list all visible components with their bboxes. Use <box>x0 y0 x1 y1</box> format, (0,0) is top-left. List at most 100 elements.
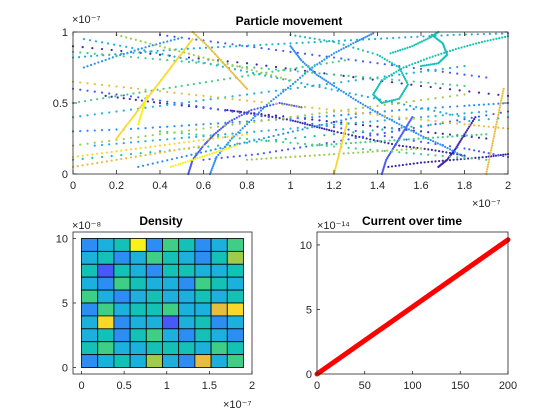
particle-point <box>337 88 340 91</box>
particle-point <box>371 150 374 153</box>
particle-point <box>383 63 386 66</box>
particle-point <box>184 161 187 164</box>
particle-point <box>311 113 314 116</box>
particle-point <box>225 65 228 68</box>
particle-point <box>291 48 295 51</box>
particle-point <box>76 165 79 168</box>
particle-point <box>219 147 222 150</box>
particle-point <box>452 158 455 161</box>
particle-point <box>277 133 280 136</box>
particle-point <box>97 61 100 64</box>
particle-point <box>400 126 403 129</box>
density-cell <box>210 276 228 291</box>
particle-point <box>371 109 374 112</box>
particle-point <box>352 42 355 45</box>
particle-point <box>180 124 183 127</box>
particle-point <box>289 79 292 82</box>
particle-point <box>406 83 410 86</box>
particle-point <box>369 120 372 123</box>
particle-point <box>372 97 375 100</box>
particle-point <box>405 145 408 148</box>
particle-point <box>299 35 302 38</box>
particle-point <box>470 116 473 119</box>
particle-point <box>325 111 328 114</box>
particle-point <box>162 49 165 52</box>
density-x-exponent: ×10⁻⁷ <box>223 399 251 411</box>
density-cell <box>145 354 163 368</box>
particle-point <box>209 62 212 65</box>
particle-point <box>280 149 284 152</box>
particle-point <box>499 101 502 105</box>
particle-point <box>419 59 423 62</box>
density-cell <box>178 315 196 330</box>
particle-point <box>394 98 397 101</box>
particle-point <box>141 164 145 167</box>
density-cell <box>97 315 115 330</box>
particle-point <box>501 36 504 39</box>
particle-point <box>463 156 466 160</box>
particle-point <box>405 65 408 68</box>
particle-point <box>286 131 290 134</box>
particle-point <box>445 112 448 115</box>
particle-point <box>236 110 239 113</box>
particle-point <box>429 138 432 142</box>
x-tick-label: 0.2 <box>109 180 124 192</box>
density-cell <box>113 341 131 356</box>
particle-point <box>129 141 133 144</box>
particle-point <box>191 158 194 161</box>
particle-point <box>241 44 244 47</box>
particle-point <box>120 149 123 152</box>
particle-point <box>334 165 338 168</box>
density-cell <box>81 354 99 368</box>
particle-point <box>226 156 229 159</box>
particle-point <box>227 146 230 150</box>
x-tick-label: 0.5 <box>116 380 131 392</box>
particle-point <box>158 126 162 129</box>
particle-point <box>286 148 290 151</box>
particle-point <box>347 128 350 131</box>
particle-point <box>168 150 171 153</box>
density-cell <box>178 302 196 317</box>
particle-point <box>257 111 261 114</box>
particle-point <box>470 157 473 160</box>
particle-point <box>402 75 406 79</box>
density-cell <box>194 328 212 343</box>
particle-point <box>238 120 241 124</box>
particle-point <box>195 94 198 97</box>
particle-point <box>438 150 441 153</box>
particle-point <box>303 52 307 55</box>
particle-point <box>296 117 299 120</box>
particle-point <box>177 163 180 166</box>
particle-point <box>483 40 486 43</box>
particle-point <box>209 149 212 152</box>
particle-point <box>460 46 463 49</box>
particle-point <box>100 143 104 147</box>
particle-point <box>395 70 398 73</box>
particle-point <box>411 45 414 48</box>
particle-point <box>388 60 391 63</box>
particle-point <box>405 100 408 104</box>
particle-point <box>201 155 204 158</box>
particle-point <box>384 100 387 104</box>
particle-point <box>388 74 391 78</box>
particle-point <box>296 105 299 108</box>
particle-point <box>195 38 198 41</box>
particle-point <box>277 42 280 46</box>
particle-point <box>318 124 321 128</box>
particle-point <box>468 119 471 123</box>
particle-point <box>149 145 152 148</box>
particle-point <box>289 67 292 71</box>
particle-point <box>185 154 188 157</box>
particle-point <box>129 95 133 98</box>
particle-point <box>164 72 168 75</box>
particle-point <box>419 130 423 133</box>
particle-point <box>323 78 326 81</box>
particle-point <box>373 140 377 143</box>
particle-point <box>405 138 408 141</box>
particle-point <box>380 37 383 40</box>
particle-point <box>197 60 200 63</box>
particle-point <box>421 64 425 67</box>
particle-point <box>231 121 234 124</box>
x-tick-label: 150 <box>451 380 469 392</box>
particle-point <box>289 127 292 130</box>
